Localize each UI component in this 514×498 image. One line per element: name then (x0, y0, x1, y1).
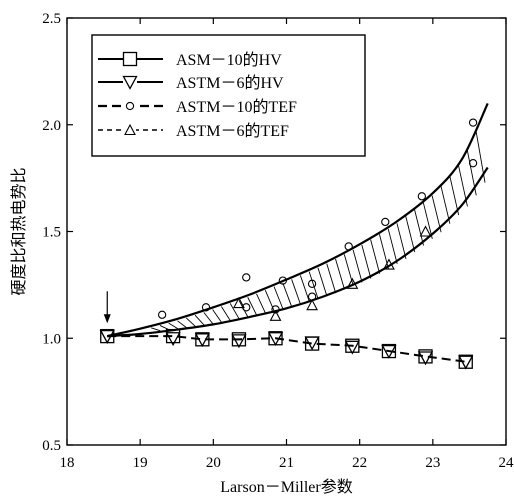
data-point-triangle-down (267, 332, 284, 347)
data-point-circle (242, 273, 251, 282)
band-hatch-line (449, 175, 460, 216)
band-lower-curve (107, 166, 489, 338)
data-point-circle (344, 242, 353, 251)
band-hatch-line (212, 309, 222, 323)
data-point-circle (157, 310, 167, 319)
data-point-triangle-up (346, 277, 359, 289)
data-point-triangle-down (304, 336, 320, 351)
band-hatch-line (352, 249, 363, 283)
data-point-triangle-down (165, 332, 181, 347)
legend-marker-bg (124, 100, 136, 112)
data-point-circle (468, 159, 478, 168)
band-hatch-line (256, 293, 266, 314)
data-point-circle (381, 217, 390, 227)
x-tick-label: 19 (133, 455, 148, 471)
band-hatch-line (238, 300, 249, 318)
data-point-triangle-down (231, 334, 247, 349)
band-hatch-line (387, 228, 398, 264)
band-hatch-line (326, 263, 337, 294)
data-point-triangle-down (344, 340, 360, 355)
legend-label: ASTM－6的HV (176, 74, 284, 92)
band-hatch-line (151, 327, 161, 332)
band-hatch-line (370, 239, 381, 274)
series-2 (157, 118, 478, 319)
band-hatch-line (229, 303, 240, 320)
band-hatch-line (299, 275, 310, 303)
band-hatch-line (247, 297, 258, 316)
legend-marker-bg (123, 75, 137, 89)
data-point-circle (271, 305, 280, 314)
arrow-head (103, 314, 111, 324)
data-point-triangle-down (381, 344, 397, 359)
data-point-triangle-up (306, 298, 319, 311)
y-tick-label: 1.0 (42, 331, 61, 347)
band-hatch-line (185, 317, 196, 327)
band-hatch-line (177, 320, 187, 328)
band-hatch-line (405, 216, 416, 253)
band-hatch-line (291, 279, 302, 305)
hv-dashed-line (107, 335, 466, 363)
legend-label: ASTM－10的TEF (176, 98, 297, 116)
data-point-circle (278, 276, 287, 285)
data-point-square (165, 328, 181, 344)
y-tick-label: 2.0 (42, 118, 61, 134)
band-hatch-line (431, 195, 442, 233)
legend-label: ASTM－6的TEF (176, 122, 289, 140)
data-point-triangle-up (233, 296, 245, 309)
legend-marker-triangle-up (124, 123, 136, 136)
x-tick-label: 22 (352, 455, 367, 471)
band-hatch-line (282, 282, 293, 308)
x-tick-label: 20 (206, 455, 221, 471)
y-tick-label: 0.5 (42, 438, 61, 454)
x-tick-label: 21 (279, 455, 294, 471)
data-point-triangle-up (269, 309, 282, 321)
series-1 (99, 329, 474, 370)
band-hatch-line (414, 209, 424, 246)
legend-box (91, 34, 366, 157)
data-point-circle (201, 303, 211, 312)
band-hatch-line (361, 244, 372, 279)
data-point-triangle-up (419, 225, 432, 237)
x-tick-label: 24 (499, 455, 514, 471)
band-hatch-line (194, 314, 205, 326)
band-hatch-line (203, 312, 214, 325)
band-hatch-line (440, 185, 451, 224)
y-tick-label: 2.5 (42, 11, 61, 27)
data-point-triangle-up (383, 258, 395, 270)
band-hatch-line (264, 290, 275, 312)
band-hatch-line (221, 306, 231, 321)
data-point-triangle-down (194, 333, 210, 348)
x-tick-label: 18 (60, 455, 75, 471)
legend-label: ASM－10的HV (176, 51, 282, 69)
data-point-circle (307, 279, 317, 288)
data-point-triangle-down (99, 329, 115, 344)
legend: ASM－10的HV ASTM－6的HV ASTM－10的TEF ASTM－6的TEF (91, 34, 366, 157)
band-hatch-line (422, 202, 433, 239)
band-hatch-line (396, 223, 407, 259)
legend-marker-triangle-down (122, 75, 138, 90)
x-axis-label: Larson－Miller参数 (220, 478, 352, 496)
data-point-triangle-down (458, 355, 474, 370)
band-hatch-line (343, 254, 354, 287)
legend-marker-square (122, 51, 138, 67)
x-tick-label: 23 (425, 455, 440, 471)
band-hatch-line (335, 258, 345, 290)
legend-marker-bg (124, 124, 136, 136)
legend-marker-circle (125, 101, 135, 111)
plot-area: 18 19 20 21 22 23 24 0.5 1.0 1.5 2.0 2.5 Larson－Mill… (10, 11, 514, 496)
band-hatch-line (317, 267, 328, 297)
band-hatch-line (273, 286, 284, 310)
legend-marker-bg (123, 52, 137, 66)
band-hatch-line (168, 322, 178, 330)
band-upper-curve (106, 102, 489, 338)
data-point-circle (468, 118, 478, 127)
series-3 (233, 225, 432, 321)
band-hatch-line (308, 271, 319, 300)
y-axis-label: 硬度比和热电势比 (10, 167, 28, 295)
data-point-triangle-down (417, 351, 434, 366)
y-tick-label: 1.5 (42, 225, 61, 241)
data-point-circle (417, 192, 427, 201)
